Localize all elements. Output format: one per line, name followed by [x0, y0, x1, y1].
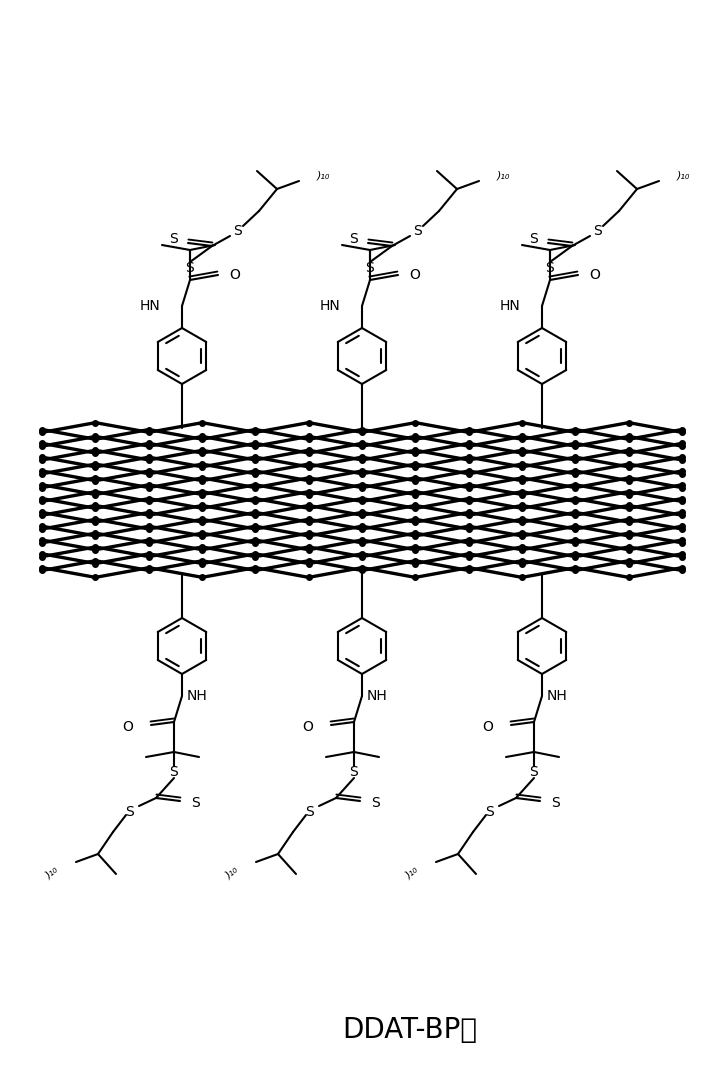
- Text: DDAT-BP。: DDAT-BP。: [343, 1016, 477, 1044]
- Text: O: O: [409, 268, 420, 282]
- Text: HN: HN: [140, 299, 160, 313]
- Text: S: S: [170, 232, 179, 245]
- Text: S: S: [170, 765, 179, 779]
- Text: S: S: [530, 232, 539, 245]
- Text: HN: HN: [500, 299, 520, 313]
- Text: S: S: [546, 260, 555, 276]
- Text: )₁₀: )₁₀: [43, 864, 60, 880]
- Text: )₁₀: )₁₀: [677, 170, 690, 180]
- Text: S: S: [192, 796, 200, 810]
- Text: )₁₀: )₁₀: [317, 170, 330, 180]
- Text: )₁₀: )₁₀: [497, 170, 510, 180]
- Text: O: O: [589, 268, 600, 282]
- Text: S: S: [372, 796, 380, 810]
- Text: O: O: [229, 268, 240, 282]
- Text: S: S: [552, 796, 560, 810]
- Text: S: S: [124, 805, 133, 819]
- Text: HN: HN: [320, 299, 340, 313]
- Text: S: S: [350, 765, 359, 779]
- Text: O: O: [122, 720, 133, 734]
- Text: )₁₀: )₁₀: [223, 864, 240, 880]
- Text: O: O: [482, 720, 493, 734]
- Text: S: S: [593, 224, 602, 238]
- Text: S: S: [413, 224, 422, 238]
- Text: S: S: [233, 224, 241, 238]
- Text: NH: NH: [367, 689, 388, 703]
- Text: S: S: [304, 805, 313, 819]
- Text: S: S: [366, 260, 375, 276]
- Text: NH: NH: [187, 689, 208, 703]
- Text: O: O: [302, 720, 313, 734]
- Text: S: S: [186, 260, 194, 276]
- Text: S: S: [530, 765, 539, 779]
- Text: S: S: [484, 805, 493, 819]
- Text: S: S: [350, 232, 359, 245]
- Text: NH: NH: [547, 689, 568, 703]
- Text: )₁₀: )₁₀: [403, 864, 420, 880]
